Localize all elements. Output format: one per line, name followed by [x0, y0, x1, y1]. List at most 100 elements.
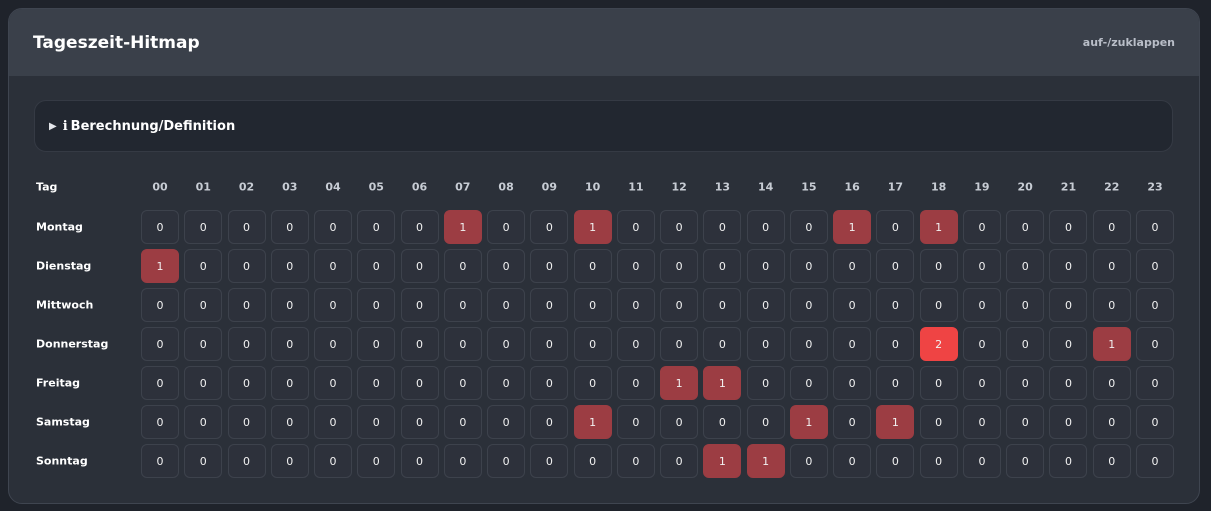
heatmap-cell[interactable]: 0 [833, 288, 872, 322]
heatmap-cell[interactable]: 0 [400, 210, 439, 244]
heatmap-cell[interactable]: 0 [660, 210, 699, 244]
heatmap-cell[interactable]: 0 [314, 249, 353, 283]
heatmap-cell[interactable]: 0 [357, 210, 396, 244]
heatmap-cell[interactable]: 0 [357, 366, 396, 400]
heatmap-cell[interactable]: 0 [270, 288, 309, 322]
heatmap-cell[interactable]: 0 [1049, 288, 1088, 322]
heatmap-cell[interactable]: 0 [530, 288, 569, 322]
heatmap-cell[interactable]: 0 [530, 366, 569, 400]
heatmap-cell[interactable]: 0 [573, 327, 612, 361]
heatmap-cell[interactable]: 1 [876, 405, 915, 439]
heatmap-cell[interactable]: 0 [1006, 288, 1045, 322]
heatmap-cell[interactable]: 0 [746, 249, 785, 283]
heatmap-cell[interactable]: 0 [789, 327, 828, 361]
heatmap-cell[interactable]: 0 [357, 288, 396, 322]
heatmap-cell[interactable]: 0 [227, 249, 266, 283]
heatmap-cell[interactable]: 0 [400, 327, 439, 361]
heatmap-cell[interactable]: 0 [1092, 249, 1131, 283]
heatmap-cell[interactable]: 0 [487, 288, 526, 322]
heatmap-cell[interactable]: 0 [746, 327, 785, 361]
heatmap-cell[interactable]: 1 [833, 210, 872, 244]
heatmap-cell[interactable]: 0 [833, 405, 872, 439]
heatmap-cell[interactable]: 0 [919, 288, 958, 322]
heatmap-cell[interactable]: 1 [703, 366, 742, 400]
heatmap-cell[interactable]: 0 [1049, 327, 1088, 361]
heatmap-cell[interactable]: 0 [616, 405, 655, 439]
heatmap-cell[interactable]: 0 [703, 249, 742, 283]
heatmap-cell[interactable]: 0 [314, 366, 353, 400]
heatmap-cell[interactable]: 0 [919, 444, 958, 478]
heatmap-cell[interactable]: 0 [573, 249, 612, 283]
heatmap-cell[interactable]: 0 [314, 327, 353, 361]
heatmap-cell[interactable]: 0 [141, 327, 179, 361]
heatmap-cell[interactable]: 0 [184, 288, 223, 322]
heatmap-cell[interactable]: 0 [184, 444, 223, 478]
heatmap-cell[interactable]: 0 [314, 405, 353, 439]
heatmap-cell[interactable]: 0 [530, 249, 569, 283]
heatmap-cell[interactable]: 0 [400, 288, 439, 322]
heatmap-cell[interactable]: 0 [1092, 288, 1131, 322]
heatmap-cell[interactable]: 0 [746, 366, 785, 400]
heatmap-cell[interactable]: 0 [789, 366, 828, 400]
heatmap-cell[interactable]: 0 [141, 210, 179, 244]
heatmap-cell[interactable]: 0 [833, 444, 872, 478]
heatmap-cell[interactable]: 0 [314, 210, 353, 244]
heatmap-cell[interactable]: 0 [184, 366, 223, 400]
heatmap-cell[interactable]: 0 [573, 288, 612, 322]
heatmap-cell[interactable]: 0 [789, 249, 828, 283]
heatmap-cell[interactable]: 0 [270, 405, 309, 439]
heatmap-cell[interactable]: 0 [270, 444, 309, 478]
heatmap-cell[interactable]: 0 [962, 405, 1001, 439]
heatmap-cell[interactable]: 0 [1049, 405, 1088, 439]
heatmap-cell[interactable]: 0 [443, 288, 482, 322]
heatmap-cell[interactable]: 1 [919, 210, 958, 244]
heatmap-cell[interactable]: 1 [660, 366, 699, 400]
heatmap-cell[interactable]: 0 [1135, 366, 1174, 400]
heatmap-cell[interactable]: 1 [573, 405, 612, 439]
heatmap-cell[interactable]: 0 [833, 366, 872, 400]
heatmap-cell[interactable]: 0 [270, 210, 309, 244]
heatmap-cell[interactable]: 2 [919, 327, 958, 361]
heatmap-cell[interactable]: 0 [487, 210, 526, 244]
heatmap-cell[interactable]: 0 [876, 327, 915, 361]
heatmap-cell[interactable]: 0 [703, 210, 742, 244]
heatmap-cell[interactable]: 0 [443, 405, 482, 439]
heatmap-cell[interactable]: 0 [443, 249, 482, 283]
heatmap-cell[interactable]: 0 [746, 288, 785, 322]
heatmap-cell[interactable]: 0 [400, 366, 439, 400]
heatmap-cell[interactable]: 0 [1135, 210, 1174, 244]
heatmap-cell[interactable]: 0 [660, 249, 699, 283]
heatmap-cell[interactable]: 0 [487, 405, 526, 439]
heatmap-cell[interactable]: 0 [141, 444, 179, 478]
heatmap-cell[interactable]: 0 [1006, 249, 1045, 283]
heatmap-cell[interactable]: 0 [660, 327, 699, 361]
heatmap-cell[interactable]: 0 [1049, 249, 1088, 283]
heatmap-cell[interactable]: 0 [487, 444, 526, 478]
heatmap-cell[interactable]: 0 [616, 327, 655, 361]
heatmap-cell[interactable]: 0 [1092, 405, 1131, 439]
heatmap-cell[interactable]: 0 [357, 327, 396, 361]
heatmap-cell[interactable]: 0 [357, 405, 396, 439]
heatmap-cell[interactable]: 0 [746, 405, 785, 439]
heatmap-cell[interactable]: 0 [1006, 405, 1045, 439]
heatmap-cell[interactable]: 0 [703, 288, 742, 322]
heatmap-cell[interactable]: 0 [962, 327, 1001, 361]
heatmap-cell[interactable]: 0 [573, 366, 612, 400]
heatmap-cell[interactable]: 0 [1049, 366, 1088, 400]
heatmap-cell[interactable]: 0 [270, 366, 309, 400]
heatmap-cell[interactable]: 0 [357, 249, 396, 283]
heatmap-cell[interactable]: 0 [270, 327, 309, 361]
heatmap-cell[interactable]: 0 [789, 444, 828, 478]
heatmap-cell[interactable]: 0 [227, 405, 266, 439]
heatmap-cell[interactable]: 0 [876, 288, 915, 322]
heatmap-cell[interactable]: 0 [1135, 327, 1174, 361]
heatmap-cell[interactable]: 0 [487, 327, 526, 361]
heatmap-cell[interactable]: 0 [962, 366, 1001, 400]
heatmap-cell[interactable]: 0 [616, 210, 655, 244]
heatmap-cell[interactable]: 0 [184, 405, 223, 439]
heatmap-cell[interactable]: 0 [530, 444, 569, 478]
heatmap-cell[interactable]: 0 [660, 444, 699, 478]
heatmap-cell[interactable]: 0 [1135, 288, 1174, 322]
heatmap-cell[interactable]: 0 [184, 210, 223, 244]
heatmap-cell[interactable]: 0 [400, 405, 439, 439]
